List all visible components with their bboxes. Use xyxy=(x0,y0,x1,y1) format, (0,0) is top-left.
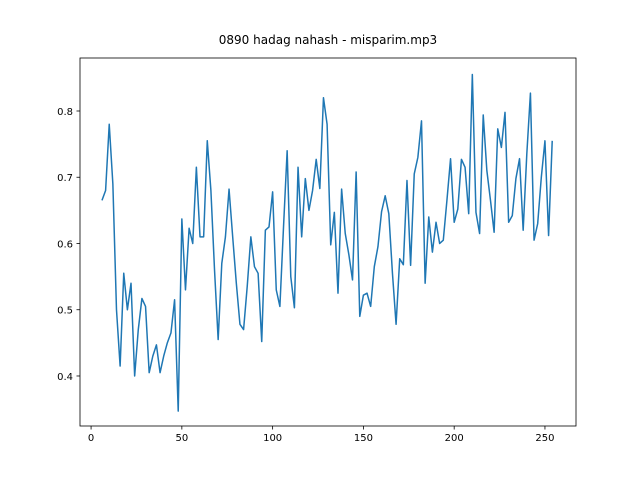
y-tick-label: 0.8 xyxy=(57,107,73,118)
x-tick-label: 200 xyxy=(445,433,464,444)
y-tick-label: 0.4 xyxy=(57,372,73,383)
y-tick-label: 0.7 xyxy=(57,173,73,184)
chart-title: 0890 hadag nahash - misparim.mp3 xyxy=(219,33,437,47)
y-tick-label: 0.6 xyxy=(57,239,73,250)
plot-frame xyxy=(79,57,577,427)
data-line xyxy=(101,73,553,412)
x-tick-label: 100 xyxy=(263,433,282,444)
x-tick-label: 0 xyxy=(88,433,94,444)
x-tick-label: 150 xyxy=(354,433,373,444)
x-tick-label: 250 xyxy=(535,433,554,444)
y-tick-label: 0.5 xyxy=(57,306,73,317)
x-tick-label: 50 xyxy=(175,433,188,444)
